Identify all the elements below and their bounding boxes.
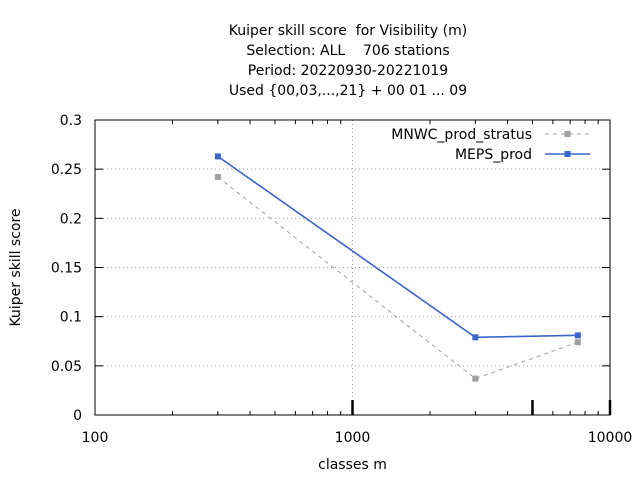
x-tick-label: 100: [82, 430, 109, 446]
y-tick-label: 0.05: [51, 359, 82, 375]
legend-label: MNWC_prod_stratus: [391, 127, 532, 143]
y-axis-label: Kuiper skill score: [8, 208, 24, 326]
data-point-1: [214, 153, 221, 160]
y-tick-label: 0.15: [51, 261, 82, 277]
data-point-1: [472, 334, 479, 341]
x-axis-label: classes m: [318, 457, 387, 473]
data-point-1: [574, 332, 581, 339]
x-tick-label: 1000: [335, 430, 371, 446]
axis-ticks: 0 0.05 0.1 0.15 0.2 0.25 0.3 100 1000 10000: [51, 113, 632, 446]
grid: [95, 120, 610, 415]
y-tick-label: 0.25: [51, 162, 82, 178]
title-line: Kuiper skill score for Visibility (m): [229, 23, 467, 39]
y-tick-label: 0.1: [60, 310, 82, 326]
title-line: Period: 20220930-20221019: [248, 63, 448, 79]
title-line: Selection: ALL 706 stations: [246, 43, 449, 59]
series: [214, 153, 581, 382]
legend-label: MEPS_prod: [455, 147, 532, 163]
legend-marker: [564, 151, 571, 157]
legend: MNWC_prod_stratus MEPS_prod: [391, 127, 590, 163]
data-point-0: [214, 174, 221, 181]
series-line-0: [217, 176, 578, 380]
title-line: Used {00,03,...,21} + 00 01 ... 09: [229, 83, 467, 99]
y-tick-label: 0.2: [60, 211, 82, 227]
x-tick-label: 10000: [588, 430, 633, 446]
data-point-0: [574, 339, 581, 346]
y-tick-label: 0: [73, 408, 82, 424]
legend-marker: [564, 131, 571, 137]
chart-title: Kuiper skill score for Visibility (m) Sel…: [229, 23, 467, 99]
data-point-0: [472, 375, 479, 382]
series-line-1: [217, 155, 578, 339]
y-tick-label: 0.3: [60, 113, 82, 129]
